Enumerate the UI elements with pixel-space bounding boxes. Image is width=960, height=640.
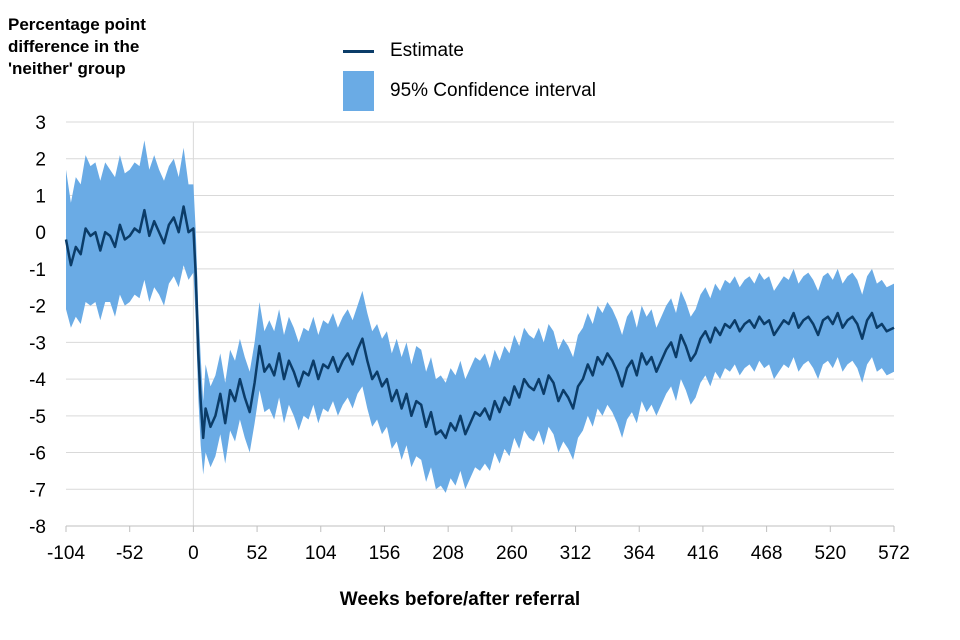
legend: Estimate 95% Confidence interval [343,35,596,115]
x-tick-label: -52 [116,543,143,564]
x-tick-label: 104 [305,543,337,564]
legend-item-ci: 95% Confidence interval [343,67,596,115]
estimate-line [64,205,895,440]
x-tick-label: 156 [369,543,401,564]
y-tick-label: 1 [35,186,46,207]
x-axis-title: Weeks before/after referral [339,589,581,610]
x-tick-label: 0 [188,543,199,564]
y-tick-label: 2 [35,150,46,171]
legend-item-estimate: Estimate [343,35,596,67]
y-tick-label: -2 [29,297,46,318]
x-tick-label: 52 [247,543,268,564]
x-tick-label: 520 [814,543,846,564]
ci-band [66,140,894,493]
x-tick-label: 312 [560,543,592,564]
x-tick-label: 416 [687,543,719,564]
y-tick-label: -5 [29,407,46,428]
y-tick-label: -3 [29,333,46,354]
y-axis-title: Percentage point difference in the 'neit… [8,15,146,78]
y-tick-label: -8 [29,517,46,538]
y-tick-label: -4 [29,370,46,391]
x-tick-label: 364 [623,543,655,564]
y-tick-label: 3 [35,113,46,134]
x-tick-label: 572 [878,543,910,564]
legend-label-estimate: Estimate [390,40,464,61]
ci-swatch [343,71,374,111]
x-tick-label: 208 [432,543,464,564]
x-tick-label: 468 [751,543,783,564]
legend-label-ci: 95% Confidence interval [390,80,596,101]
y-tick-label: 0 [35,223,46,244]
x-tick-label: -104 [47,543,85,564]
x-tick-label: 260 [496,543,528,564]
y-tick-label: -6 [29,444,46,465]
estimate-swatch [343,49,374,53]
y-tick-label: -1 [29,260,46,281]
y-tick-label: -7 [29,480,46,501]
